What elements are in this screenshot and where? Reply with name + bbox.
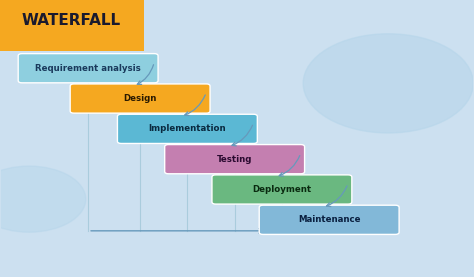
FancyBboxPatch shape bbox=[212, 175, 352, 204]
Circle shape bbox=[303, 34, 474, 133]
FancyBboxPatch shape bbox=[118, 114, 257, 143]
Text: Maintenance: Maintenance bbox=[298, 215, 360, 224]
Circle shape bbox=[0, 166, 86, 232]
Text: Requirement analysis: Requirement analysis bbox=[35, 64, 141, 73]
Text: Implementation: Implementation bbox=[148, 124, 226, 133]
FancyBboxPatch shape bbox=[259, 205, 399, 234]
FancyBboxPatch shape bbox=[164, 145, 305, 174]
Text: Testing: Testing bbox=[217, 155, 252, 164]
FancyBboxPatch shape bbox=[18, 54, 158, 83]
Text: WATERFALL: WATERFALL bbox=[22, 13, 121, 28]
Text: Design: Design bbox=[123, 94, 157, 103]
Text: Deployment: Deployment bbox=[252, 185, 311, 194]
FancyBboxPatch shape bbox=[70, 84, 210, 113]
